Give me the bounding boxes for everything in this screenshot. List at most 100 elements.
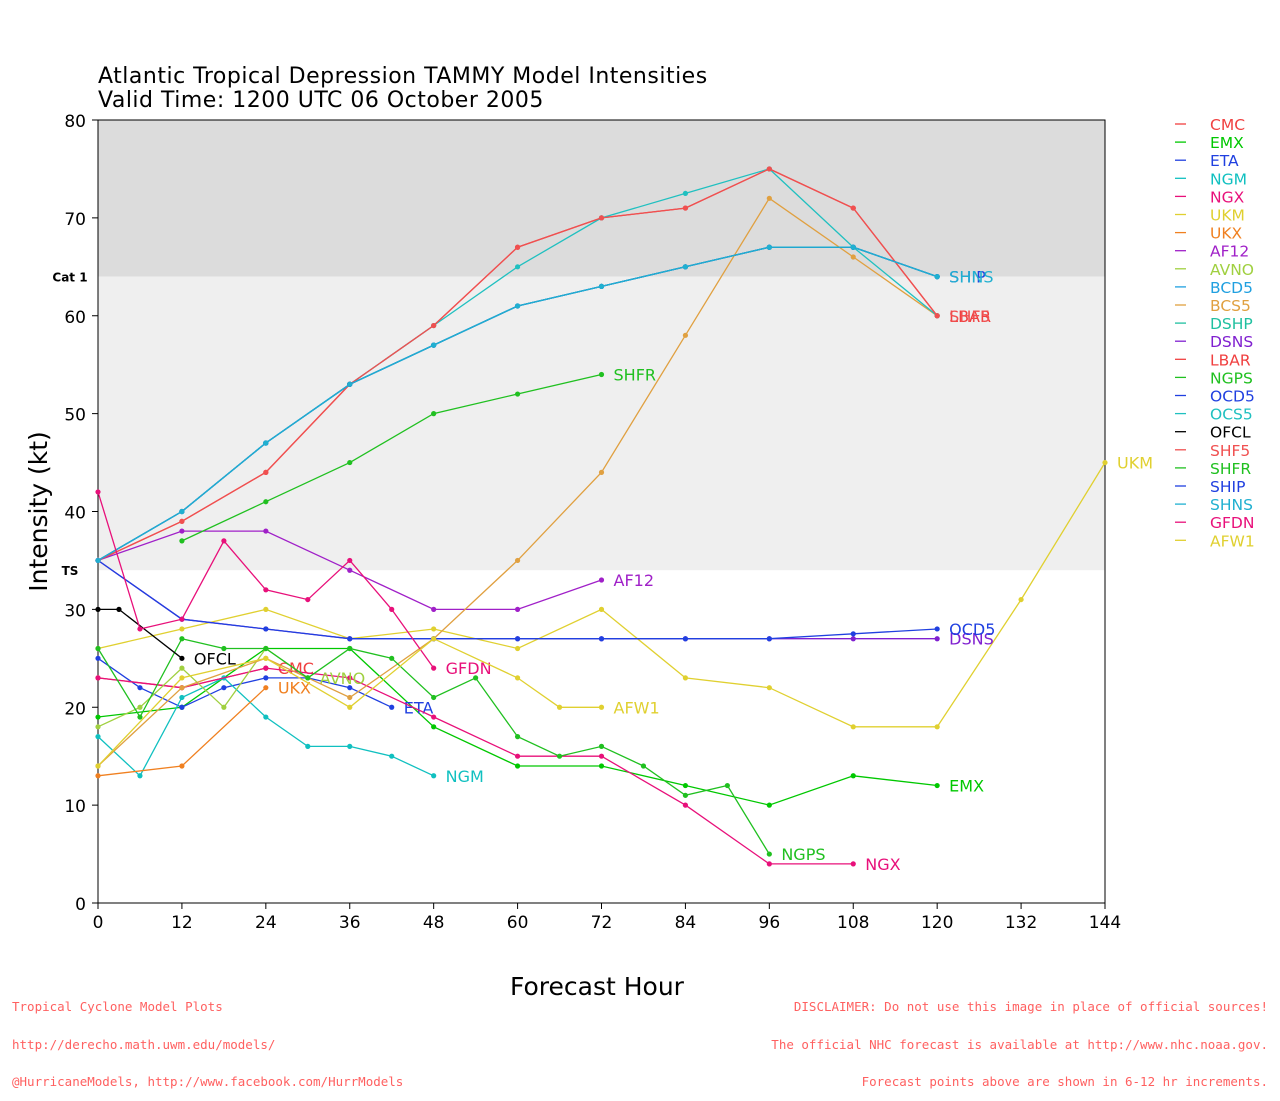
data-point <box>347 636 353 642</box>
data-point <box>598 636 605 642</box>
x-axis-label: Forecast Hour <box>510 972 684 1001</box>
data-point <box>850 205 856 211</box>
data-point <box>431 636 437 642</box>
x-tick-label: 120 <box>921 913 953 933</box>
data-point <box>389 655 395 661</box>
series-eta: ETA <box>95 655 433 717</box>
legend-entry: SHFR <box>1210 460 1251 478</box>
data-point <box>934 274 940 280</box>
data-point <box>598 577 605 583</box>
legend-entry: BCS5 <box>1210 297 1251 315</box>
data-point <box>766 685 772 691</box>
data-point <box>514 391 521 397</box>
data-point <box>389 753 395 759</box>
data-point <box>598 215 605 221</box>
footer-credits: Tropical Cyclone Model Plots http://dere… <box>12 976 403 1101</box>
series-end-label: OFCL <box>194 649 236 668</box>
data-point <box>682 675 689 681</box>
data-point <box>934 782 940 789</box>
x-tick-label: 48 <box>423 913 445 933</box>
data-point <box>766 802 772 808</box>
data-point <box>598 743 605 750</box>
data-point <box>514 645 521 652</box>
series-shfr: SHFR <box>179 365 657 544</box>
series-end-label: UKM <box>1117 454 1153 473</box>
legend-entry: SHF5 <box>1210 442 1250 460</box>
series-end-label: SHIP <box>949 268 986 287</box>
series-end-label: NGPS <box>781 845 825 864</box>
data-point <box>682 802 689 808</box>
series-end-label: EMX <box>949 777 984 796</box>
series-end-label: NGM <box>446 767 484 786</box>
series-line <box>97 667 854 865</box>
data-point <box>347 694 353 701</box>
series-end-label: AF12 <box>614 571 655 590</box>
legend-entry: BCD5 <box>1210 279 1253 297</box>
data-point <box>473 675 479 681</box>
series-gfdn: GFDN <box>95 489 492 678</box>
data-point <box>221 538 227 544</box>
data-point <box>137 773 143 779</box>
data-point <box>934 313 940 319</box>
data-point <box>347 685 353 691</box>
data-point <box>347 557 353 564</box>
data-point <box>347 459 353 466</box>
data-point <box>766 851 772 857</box>
data-point <box>431 714 437 720</box>
data-point <box>263 665 269 671</box>
data-point <box>934 724 940 730</box>
series-end-label: NGX <box>865 855 900 874</box>
data-point <box>305 743 311 750</box>
footer-line: Forecast points above are shown in 6-12 … <box>861 1074 1268 1089</box>
data-point <box>598 753 605 759</box>
data-point <box>850 244 856 250</box>
footer-line: Tropical Cyclone Model Plots <box>12 999 223 1014</box>
footer-line: The official NHC forecast is available a… <box>771 1036 1268 1052</box>
data-point <box>431 342 437 348</box>
data-point <box>179 655 185 661</box>
data-point <box>263 587 269 593</box>
legend-entry: AFW1 <box>1210 532 1255 550</box>
data-point <box>263 714 269 720</box>
legend-entry: NGPS <box>1210 369 1253 387</box>
data-point <box>431 322 437 329</box>
data-point <box>514 763 521 769</box>
series-end-label: DSNS <box>949 630 994 649</box>
x-tick-label: 144 <box>1089 913 1121 933</box>
data-point <box>95 714 101 720</box>
legend-entry: GFDN <box>1210 514 1254 532</box>
data-point <box>431 606 437 612</box>
data-point <box>263 606 269 612</box>
data-point <box>431 626 437 632</box>
x-tick-label: 84 <box>675 913 697 933</box>
footer-disclaimer: DISCLAIMER: Do not use this image in pla… <box>771 976 1268 1101</box>
x-tick-label: 36 <box>339 913 361 933</box>
data-point <box>431 665 437 671</box>
data-point <box>95 655 101 661</box>
series-ofcl: OFCL <box>95 606 236 668</box>
legend-entry: EMX <box>1210 134 1244 152</box>
data-point <box>598 606 605 612</box>
data-point <box>556 704 563 710</box>
data-point <box>263 645 269 652</box>
y-tick-label: 20 <box>64 699 86 719</box>
data-point <box>137 704 143 710</box>
legend-entry: NGM <box>1210 170 1247 188</box>
series-shns: SHNS <box>95 244 993 564</box>
x-tick-label: 60 <box>507 913 529 933</box>
data-point <box>934 636 940 642</box>
data-point <box>95 489 101 495</box>
series-end-label: SHFR <box>614 365 657 384</box>
data-point <box>1102 459 1108 466</box>
intensity-band <box>98 120 1105 277</box>
data-point <box>179 616 185 622</box>
data-point <box>95 645 101 652</box>
legend-entry: NGX <box>1210 188 1245 206</box>
data-point <box>431 724 437 730</box>
series-line <box>181 373 602 542</box>
y-tick-label: 10 <box>64 797 86 817</box>
data-point <box>179 675 185 681</box>
data-point <box>1018 596 1024 603</box>
data-point <box>934 626 940 632</box>
data-point <box>179 528 185 534</box>
